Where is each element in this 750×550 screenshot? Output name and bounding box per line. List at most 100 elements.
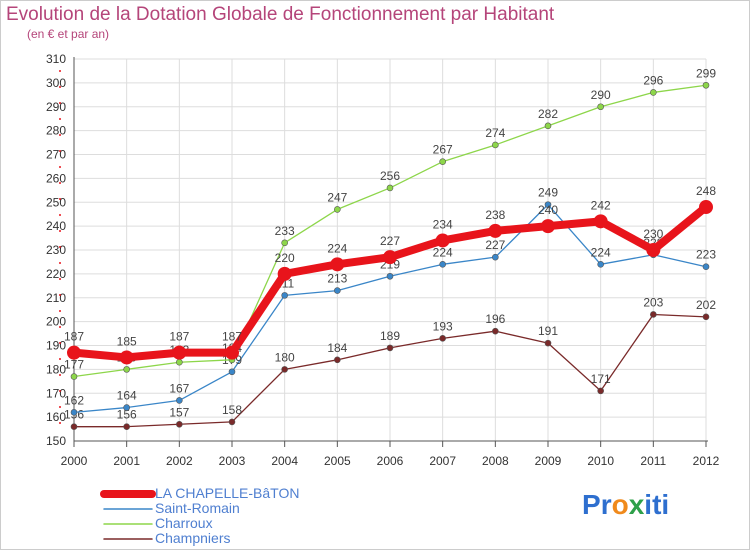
data-label-charroux-2009: 282 xyxy=(538,107,558,121)
y-tick-label-160: 160 xyxy=(46,410,66,424)
data-point-charroux-2010 xyxy=(597,103,604,111)
legend-label-champniers: Champniers xyxy=(155,530,231,546)
data-label-charroux-2011: 296 xyxy=(643,73,663,87)
data-point-la-chapelle-b-ton-2003 xyxy=(225,345,239,360)
data-point-la-chapelle-b-ton-2004 xyxy=(277,266,292,281)
data-label-saint-romain-2002: 167 xyxy=(169,381,189,395)
data-point-saint-romain-2000 xyxy=(70,409,78,416)
data-point-champniers-2002 xyxy=(176,420,183,428)
y-tick-label-230: 230 xyxy=(46,243,66,257)
chart-title: Evolution de la Dotation Globale de Fonc… xyxy=(6,4,555,25)
data-label-champniers-2006: 189 xyxy=(380,329,400,343)
data-label-saint-romain-2008: 227 xyxy=(485,238,505,252)
data-point-la-chapelle-b-ton-2011 xyxy=(646,243,661,257)
data-label-charroux-2010: 290 xyxy=(591,88,611,102)
x-tick-label-2001: 2001 xyxy=(113,454,140,468)
y-tick-label-310: 310 xyxy=(46,52,66,66)
y-tick-label-190: 190 xyxy=(46,339,66,353)
y-tick-label-300: 300 xyxy=(46,76,66,90)
y-tick-label-270: 270 xyxy=(46,148,66,162)
data-label-charroux-2005: 247 xyxy=(327,190,347,204)
data-label-charroux-2000: 177 xyxy=(64,358,84,372)
data-point-la-chapelle-b-ton-2001 xyxy=(119,350,134,365)
data-point-saint-romain-2003 xyxy=(228,368,236,376)
data-label-saint-romain-2007: 224 xyxy=(433,245,453,259)
x-tick-label-2007: 2007 xyxy=(429,454,456,468)
data-point-champniers-2006 xyxy=(386,344,394,352)
data-point-la-chapelle-b-ton-2005 xyxy=(330,257,345,272)
data-point-champniers-2001 xyxy=(123,423,130,430)
data-point-saint-romain-2002 xyxy=(176,397,183,404)
data-point-champniers-2009 xyxy=(544,339,552,347)
data-label-saint-romain-2009: 249 xyxy=(538,186,558,200)
data-point-charroux-2007 xyxy=(439,158,446,165)
data-point-champniers-2005 xyxy=(334,356,341,364)
data-point-la-chapelle-b-ton-2008 xyxy=(488,223,503,238)
data-label-la-chapelle-b-ton-2008: 238 xyxy=(485,208,505,222)
x-tick-label-2011: 2011 xyxy=(640,454,666,468)
data-label-la-chapelle-b-ton-2002: 187 xyxy=(169,330,189,344)
data-point-saint-romain-2004 xyxy=(281,292,288,299)
data-point-la-chapelle-b-ton-2000 xyxy=(67,345,81,360)
logo-letter: i xyxy=(661,489,670,520)
data-label-charroux-2006: 256 xyxy=(380,169,400,183)
data-label-charroux-2012: 299 xyxy=(696,66,716,80)
data-point-charroux-2005 xyxy=(334,206,341,213)
x-tick-label-2008: 2008 xyxy=(482,454,509,468)
data-label-la-chapelle-b-ton-2001: 185 xyxy=(117,334,137,348)
data-point-charroux-2006 xyxy=(386,184,394,192)
data-point-la-chapelle-b-ton-2006 xyxy=(383,250,397,265)
data-point-saint-romain-2009 xyxy=(544,201,552,208)
logo-letter: t xyxy=(652,489,662,520)
proxiti-logo: Proxiti xyxy=(582,489,669,521)
data-label-la-chapelle-b-ton-2006: 227 xyxy=(380,234,400,248)
logo-letter: o xyxy=(611,489,629,520)
y-tick-label-200: 200 xyxy=(46,315,66,329)
x-tick-label-2006: 2006 xyxy=(377,454,404,468)
x-tick-label-2005: 2005 xyxy=(324,454,351,468)
data-label-la-chapelle-b-ton-2004: 220 xyxy=(275,251,295,265)
y-tick-label-260: 260 xyxy=(46,171,66,185)
x-tick-label-2000: 2000 xyxy=(61,454,88,468)
data-point-saint-romain-2012 xyxy=(702,263,710,271)
y-tick-label-210: 210 xyxy=(46,291,66,305)
y-tick-label-150: 150 xyxy=(46,434,66,448)
y-tick-label-170: 170 xyxy=(46,386,66,400)
data-point-champniers-2003 xyxy=(228,418,236,426)
data-point-saint-romain-2001 xyxy=(123,404,130,411)
data-label-saint-romain-2010: 224 xyxy=(591,245,611,259)
data-label-champniers-2010: 171 xyxy=(591,372,611,386)
x-tick-label-2002: 2002 xyxy=(166,454,193,468)
data-label-la-chapelle-b-ton-2000: 187 xyxy=(64,330,84,344)
data-label-champniers-2002: 157 xyxy=(169,405,189,419)
data-point-la-chapelle-b-ton-2007 xyxy=(435,233,450,248)
legend-label-saint-romain: Saint-Romain xyxy=(155,500,240,516)
data-point-la-chapelle-b-ton-2012 xyxy=(699,200,713,215)
y-tick-label-180: 180 xyxy=(46,362,66,376)
y-tick-label-290: 290 xyxy=(46,100,66,114)
data-point-saint-romain-2005 xyxy=(334,287,341,294)
y-tick-label-220: 220 xyxy=(46,267,66,281)
data-label-la-chapelle-b-ton-2012: 248 xyxy=(696,184,716,198)
data-point-la-chapelle-b-ton-2002 xyxy=(172,345,187,360)
data-label-la-chapelle-b-ton-2005: 224 xyxy=(327,241,347,255)
data-point-charroux-2004 xyxy=(281,239,288,247)
data-label-champniers-2003: 158 xyxy=(222,403,242,417)
data-point-charroux-2012 xyxy=(702,81,710,89)
logo-letter: r xyxy=(600,489,612,520)
data-point-charroux-2001 xyxy=(123,366,130,373)
x-tick-label-2003: 2003 xyxy=(219,454,246,468)
data-point-charroux-2009 xyxy=(544,122,552,130)
data-label-champniers-2011: 203 xyxy=(643,295,663,309)
data-label-la-chapelle-b-ton-2009: 240 xyxy=(538,203,558,217)
data-point-champniers-2011 xyxy=(650,311,657,318)
data-label-la-chapelle-b-ton-2011: 230 xyxy=(643,227,663,241)
data-label-saint-romain-2001: 164 xyxy=(117,389,137,403)
y-tick-label-280: 280 xyxy=(46,124,66,138)
legend-label-charroux: Charroux xyxy=(155,515,213,531)
data-point-saint-romain-2007 xyxy=(439,261,446,268)
data-label-saint-romain-2005: 213 xyxy=(327,272,347,286)
data-label-la-chapelle-b-ton-2007: 234 xyxy=(433,217,453,231)
data-label-champniers-2009: 191 xyxy=(538,324,558,338)
